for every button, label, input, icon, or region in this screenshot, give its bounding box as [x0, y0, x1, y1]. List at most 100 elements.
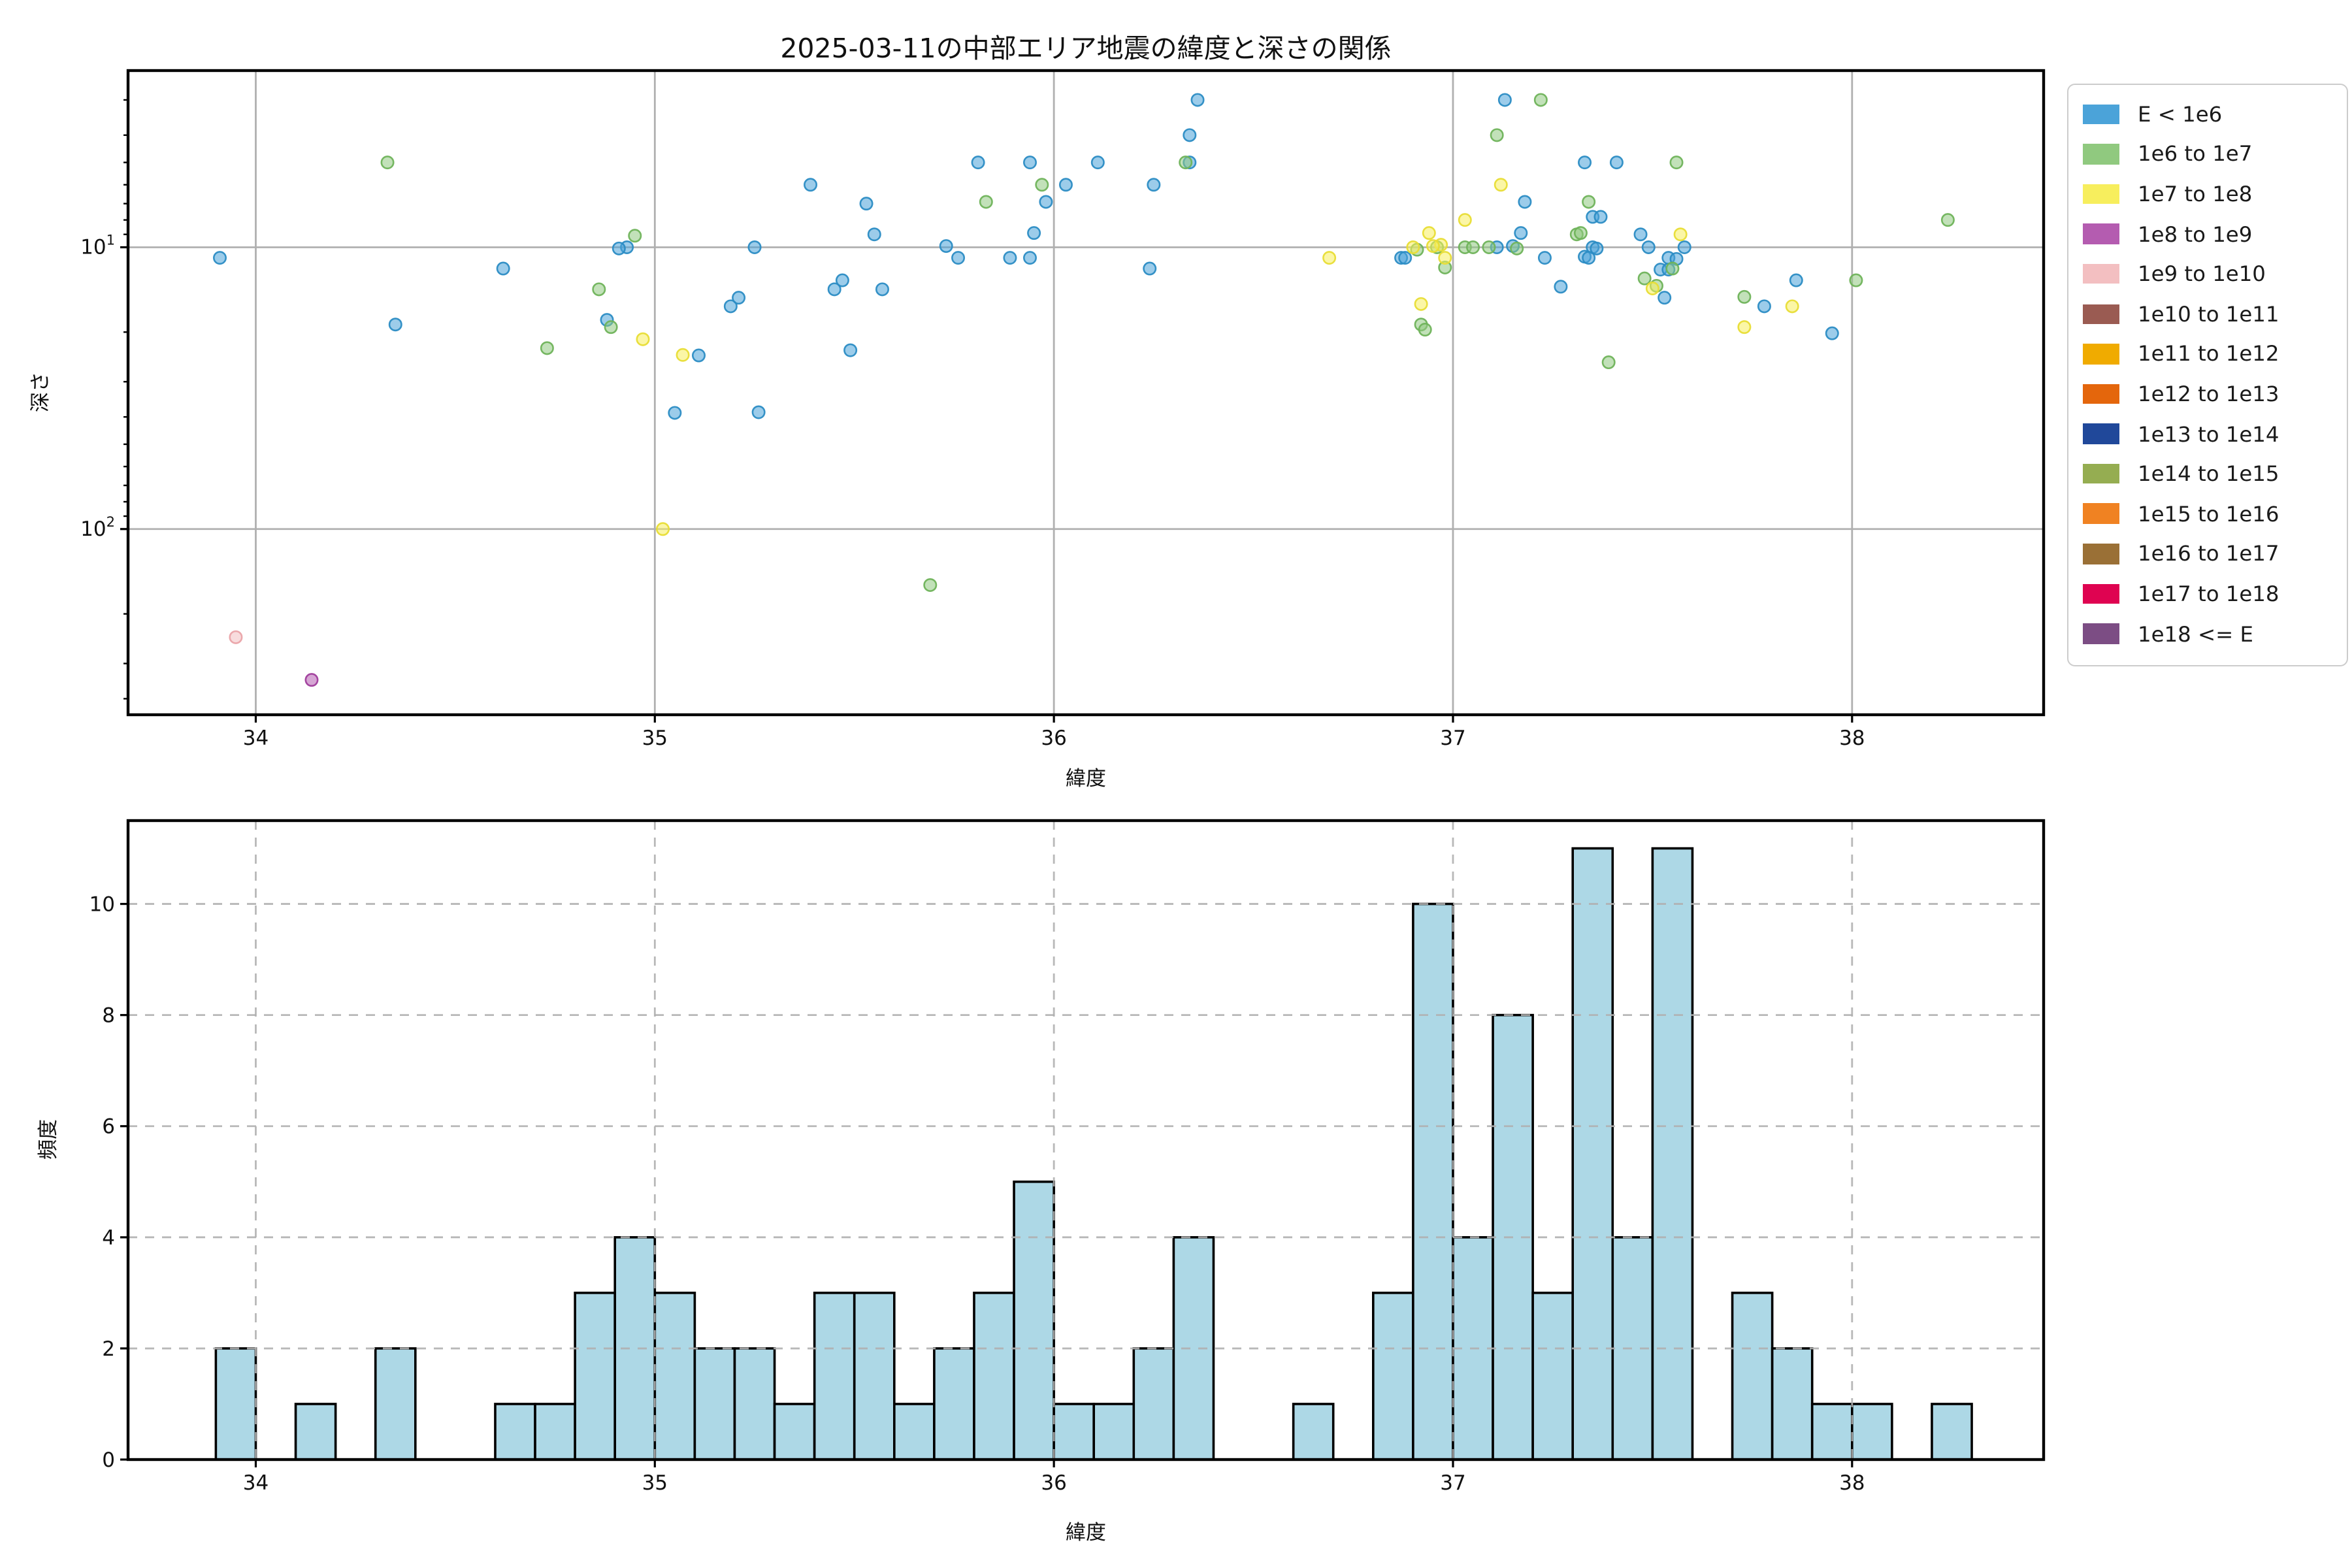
scatter-point: [628, 229, 642, 243]
histogram-bar: [773, 1403, 816, 1461]
histogram-yaxis-label: 頻度: [37, 1119, 60, 1160]
scatter-point: [1533, 93, 1548, 107]
histogram-xtick-label: 38: [1839, 1471, 1865, 1495]
scatter-point: [1785, 299, 1799, 314]
scatter-point: [380, 155, 395, 170]
legend-swatch: [2083, 544, 2119, 564]
scatter-point: [1039, 195, 1053, 209]
scatter-series-0: [212, 93, 1839, 420]
scatter-point: [668, 406, 682, 420]
scatter-point: [1849, 273, 1863, 287]
scatter-point: [875, 282, 889, 297]
histogram-bar: [1372, 1292, 1414, 1461]
scatter-point: [827, 282, 841, 297]
scatter-point: [636, 332, 650, 346]
histogram-xaxis-label: 緯度: [1065, 1521, 1106, 1544]
scatter-point: [496, 261, 510, 276]
scatter-point: [1665, 261, 1680, 276]
histogram-bar: [813, 1292, 856, 1461]
scatter-point: [1825, 326, 1839, 340]
histogram-xtick-label: 36: [1041, 1471, 1066, 1495]
legend-label: 1e11 to 1e12: [2138, 341, 2279, 367]
scatter-point: [859, 197, 874, 211]
legend-item: 1e18 <= E: [2068, 613, 2347, 653]
scatter-point: [604, 320, 618, 335]
scatter-point: [1406, 240, 1420, 254]
scatter-point: [1418, 323, 1432, 337]
scatter-point: [1518, 195, 1532, 209]
histogram-ytick-label: 4: [102, 1226, 115, 1250]
scatter-point: [1090, 155, 1105, 170]
histogram-xtick-label: 35: [642, 1471, 668, 1495]
scatter-point: [1147, 178, 1161, 192]
histogram-bar: [973, 1292, 1015, 1461]
legend-label: 1e7 to 1e8: [2138, 181, 2253, 206]
scatter-point: [592, 282, 606, 297]
scatter-point: [1789, 273, 1803, 287]
scatter-point: [867, 227, 881, 242]
legend-item: 1e13 to 1e14: [2068, 414, 2347, 454]
legend-label: 1e6 to 1e7: [2138, 141, 2253, 167]
legend-label: 1e9 to 1e10: [2138, 261, 2266, 287]
scatter-xtick-label: 37: [1440, 727, 1465, 750]
legend-label: 1e18 <= E: [2138, 621, 2254, 647]
scatter-point: [656, 522, 670, 536]
scatter-point: [1514, 226, 1528, 240]
histogram-bar: [933, 1347, 975, 1461]
legend-swatch: [2083, 223, 2119, 244]
scatter-point: [691, 348, 706, 363]
scatter-series-4: [229, 630, 243, 644]
scatter-point: [1573, 226, 1588, 240]
histogram-plot: 34 35 36 37 38 0 2 4 6 8 10: [90, 819, 2046, 1495]
scatter-point: [1414, 297, 1428, 311]
legend-item: 1e16 to 1e17: [2068, 534, 2347, 574]
legend-swatch: [2083, 104, 2119, 125]
legend-item: 1e10 to 1e11: [2068, 294, 2347, 334]
scatter-point: [835, 273, 849, 287]
legend-label: 1e13 to 1e14: [2138, 421, 2279, 447]
histogram-bar: [1571, 847, 1614, 1461]
legend-swatch: [2083, 623, 2119, 644]
legend-swatch: [2083, 384, 2119, 404]
legend-label: 1e12 to 1e13: [2138, 381, 2279, 406]
scatter-xaxis-label: 緯度: [1065, 767, 1106, 791]
histogram-xtick-label: 37: [1440, 1471, 1465, 1495]
legend-item: E < 1e6: [2068, 94, 2347, 134]
scatter-point: [1554, 280, 1568, 294]
scatter-point: [751, 405, 766, 419]
scatter-point: [1537, 251, 1552, 265]
histogram-bar: [1172, 1236, 1215, 1461]
legend-swatch: [2083, 583, 2119, 604]
histogram-bar: [853, 1292, 896, 1461]
scatter-point: [1645, 281, 1659, 295]
scatter-point: [388, 318, 402, 332]
scatter-point: [1143, 261, 1157, 276]
histogram-ytick-label: 10: [90, 893, 115, 917]
scatter-series-1: [380, 93, 1955, 592]
scatter-point: [1466, 240, 1480, 254]
legend-item: 1e12 to 1e13: [2068, 374, 2347, 414]
scatter-point: [1677, 240, 1691, 254]
histogram-ytick-label: 2: [102, 1337, 115, 1361]
histogram-bar: [653, 1292, 696, 1461]
legend-swatch: [2083, 503, 2119, 524]
scatter-point: [676, 348, 690, 362]
scatter-point: [923, 578, 938, 592]
scatter-series-3: [304, 673, 319, 687]
histogram-bar: [733, 1347, 776, 1461]
scatter-point: [1641, 240, 1656, 254]
histogram-bar: [534, 1403, 576, 1461]
histogram-ytick-label: 6: [102, 1115, 115, 1139]
scatter-point: [1027, 226, 1041, 240]
legend-item: 1e8 to 1e9: [2068, 214, 2347, 254]
legend-item: 1e7 to 1e8: [2068, 174, 2347, 214]
scatter-point: [304, 673, 319, 687]
scatter-point: [1398, 251, 1413, 265]
scatter-point: [979, 195, 993, 209]
scatter-yaxis-label: 深さ: [29, 371, 52, 413]
legend-swatch: [2083, 263, 2119, 284]
scatter-point: [971, 155, 985, 170]
histogram-bar: [494, 1403, 536, 1461]
legend-swatch: [2083, 144, 2119, 165]
